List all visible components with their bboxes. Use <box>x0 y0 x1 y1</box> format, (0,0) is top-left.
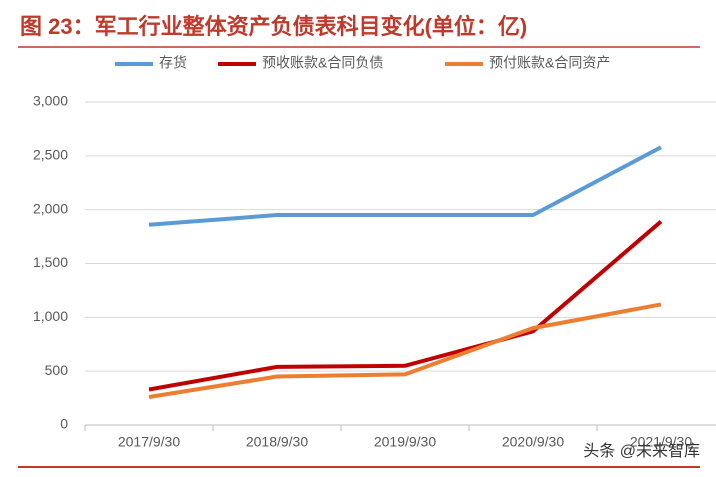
x-tick-label: 2017/9/30 <box>118 434 180 450</box>
x-tick-label: 2021/9/30 <box>630 434 692 450</box>
x-tick-label: 2018/9/30 <box>246 434 308 450</box>
legend-label: 预付账款&合同资产 <box>489 55 610 71</box>
watermark: 头条 @未来智库 <box>583 442 700 460</box>
x-tick-label: 2019/9/30 <box>374 434 436 450</box>
series-line <box>148 219 663 392</box>
y-tick-label: 0 <box>60 416 68 432</box>
y-tick-label: 3,000 <box>33 93 68 109</box>
y-tick-label: 2,500 <box>33 147 68 163</box>
y-tick-label: 1,000 <box>33 308 68 324</box>
legend-label: 存货 <box>159 55 187 71</box>
series-line <box>148 145 662 227</box>
legend-label: 预收账款&合同负债 <box>262 55 383 71</box>
y-tick-label: 1,500 <box>33 254 68 270</box>
y-tick-label: 2,000 <box>33 200 68 216</box>
series-line <box>148 302 662 399</box>
x-tick-label: 2020/9/30 <box>502 434 564 450</box>
y-tick-label: 500 <box>45 362 69 378</box>
chart-title: 图 23：军工行业整体资产负债表科目变化(单位：亿) <box>20 14 527 39</box>
